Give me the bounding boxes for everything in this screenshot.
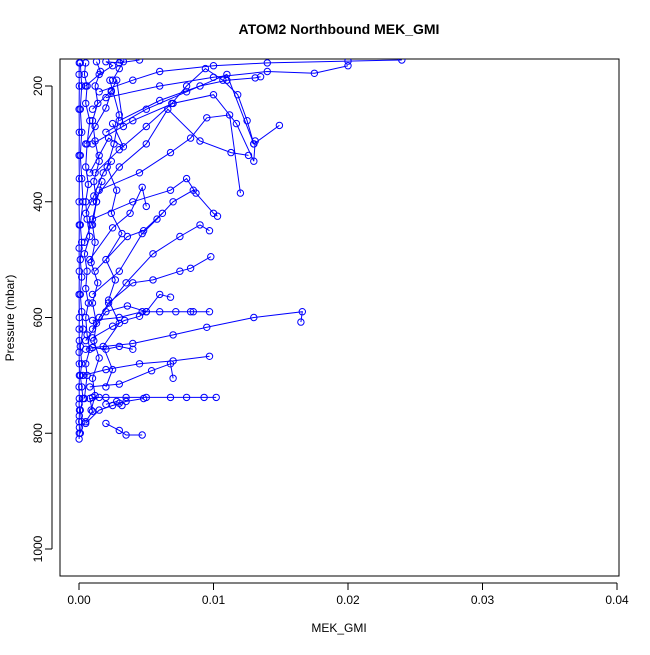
x-axis-label: MEK_GMI <box>311 621 366 635</box>
y-axis-label: Pressure (mbar) <box>3 275 17 362</box>
y-tick-label: 600 <box>31 307 45 327</box>
x-tick-label: 0.00 <box>67 593 91 607</box>
x-tick-label: 0.01 <box>202 593 226 607</box>
chart-title: ATOM2 Northbound MEK_GMI <box>239 21 440 37</box>
y-tick-label: 400 <box>31 191 45 211</box>
x-tick-label: 0.03 <box>471 593 495 607</box>
x-tick-label: 0.04 <box>605 593 629 607</box>
y-tick-label: 200 <box>31 76 45 96</box>
x-tick-label: 0.02 <box>336 593 360 607</box>
y-tick-label: 1000 <box>31 535 45 562</box>
y-tick-label: 800 <box>31 423 45 443</box>
